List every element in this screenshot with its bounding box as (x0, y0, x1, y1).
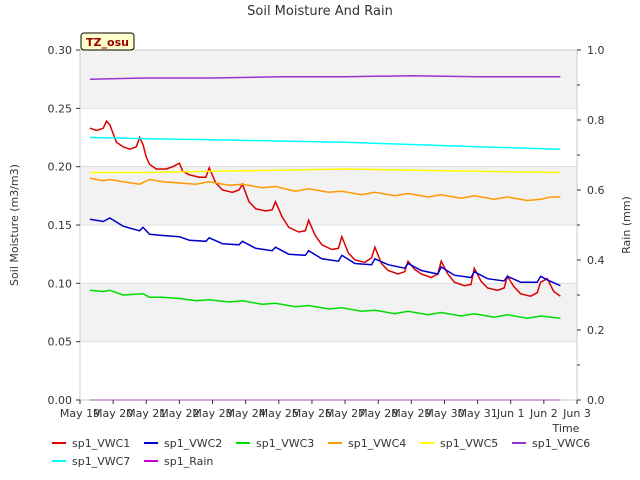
x-tick-label: Jun 3 (562, 407, 591, 420)
y-tick-label: 0.15 (48, 219, 73, 232)
x-tick-label: Jun 2 (529, 407, 558, 420)
x-tick-label: May 29 (391, 407, 431, 420)
y-tick-label: 0.05 (48, 336, 73, 349)
series-line-sp1_VWC6 (89, 74, 561, 80)
plot-background (80, 50, 577, 400)
y-axis-right: 0.0 0.2 0.4 0.6 0.8 1.0 (577, 44, 605, 407)
legend-label: sp1_VWC7 (72, 455, 130, 468)
y-axis-label: Soil Moisture (m3/m3) (8, 164, 21, 286)
series-line-sp1_VWC7 (89, 136, 561, 150)
y-tick-label: 0.30 (48, 44, 73, 57)
series-line-sp1_VWC2 (89, 217, 561, 287)
background-band (80, 108, 577, 167)
site-badge-label: TZ_osu (86, 36, 129, 49)
series-line-sp1_VWC3 (89, 289, 561, 320)
series-line-sp1_VWC1 (89, 119, 561, 297)
y-tick-label: 0.20 (48, 161, 73, 174)
x-tick-label: May 31 (457, 407, 497, 420)
y2-tick-label: 0.2 (587, 324, 605, 337)
background-band (80, 50, 577, 109)
series-line-sp1_VWC4 (89, 177, 561, 202)
y2-tick-label: 0.6 (587, 184, 605, 197)
site-badge: TZ_osu (80, 32, 135, 51)
legend-label: sp1_VWC1 (72, 437, 130, 450)
y2-axis-label: Rain (mm) (620, 196, 633, 254)
y-tick-label: 0.10 (48, 277, 73, 290)
y2-tick-label: 0.8 (587, 114, 605, 127)
legend-label: sp1_VWC4 (348, 437, 406, 450)
x-tick-label: May 23 (192, 407, 232, 420)
background-band (80, 341, 577, 400)
y2-tick-label: 1.0 (587, 44, 605, 57)
background-band (80, 166, 577, 225)
x-tick-label: May 28 (358, 407, 398, 420)
chart-title: Soil Moisture And Rain (247, 4, 393, 19)
legend-label: sp1_Rain (164, 455, 213, 468)
y-axis-left: 0.00 0.05 0.10 0.15 0.20 0.25 0.30 (48, 44, 80, 407)
legend-label: sp1_VWC6 (532, 437, 590, 450)
x-tick-label: May 30 (424, 407, 464, 420)
x-tick-label: May 21 (126, 407, 166, 420)
legend-label: sp1_VWC2 (164, 437, 222, 450)
y2-tick-label: 0.0 (587, 394, 605, 407)
x-tick-label: May 25 (259, 407, 299, 420)
background-band (80, 283, 577, 342)
x-tick-label: May 20 (93, 407, 133, 420)
legend-label: sp1_VWC3 (256, 437, 314, 450)
y2-tick-label: 0.4 (587, 254, 605, 267)
y-tick-label: 0.25 (48, 102, 73, 115)
legend-label: sp1_VWC5 (440, 437, 498, 450)
x-tick-label: May 27 (325, 407, 365, 420)
legend: sp1_VWC1 sp1_VWC2 sp1_VWC3 sp1_VWC4 sp1_VWC5… (52, 437, 590, 468)
x-axis-label: Time (552, 422, 580, 435)
site-badge-box (80, 32, 135, 51)
y-tick-label: 0.00 (48, 394, 73, 407)
x-tick-label: Jun 1 (496, 407, 525, 420)
x-tick-label: May 19 (60, 407, 100, 420)
x-tick-label: May 22 (159, 407, 199, 420)
series-line-sp1_VWC5 (89, 168, 561, 174)
background-band (80, 225, 577, 284)
x-tick-label: May 26 (292, 407, 332, 420)
x-tick-label: May 24 (226, 407, 266, 420)
